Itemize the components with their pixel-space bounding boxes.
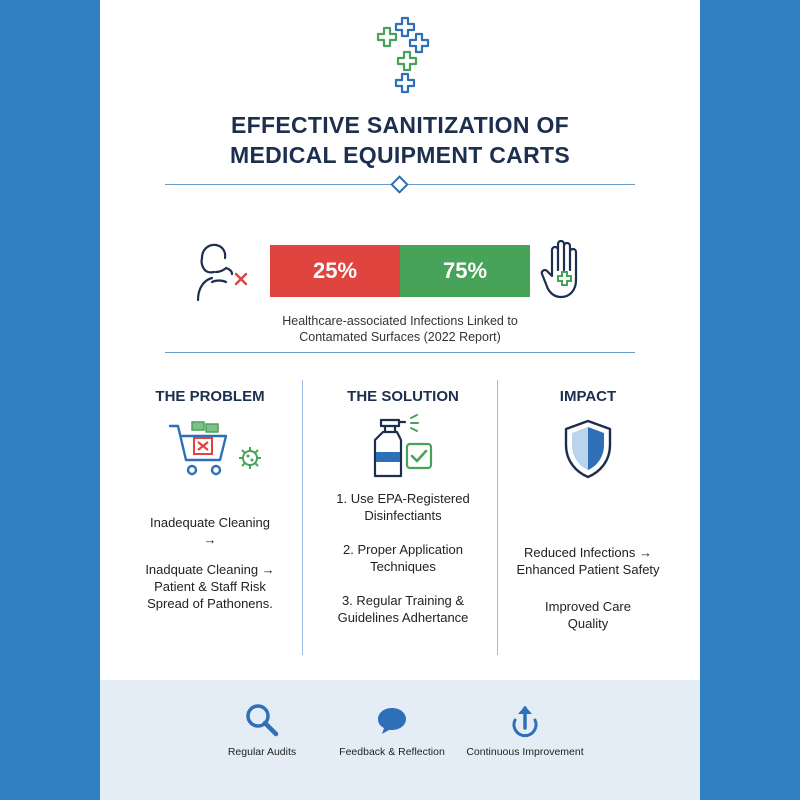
problem-text-2-line-1: Inadquate Cleaning → [145, 562, 275, 577]
impact-column: IMPACT Reduced Infections → Enhanced Pat… [488, 378, 688, 658]
solution-item-3-line-1: 3. Regular Training & [341, 593, 465, 608]
stat-right-value: 75% [442, 258, 488, 283]
problem-text-2-line-3: Spread of Pathonens. [147, 596, 273, 611]
solution-item-3-line-2: Guidelines Adhertance [337, 610, 469, 625]
stat-left-value: 25% [312, 258, 358, 283]
column-divider-1 [302, 380, 303, 655]
shopping-cart-x-icon [168, 421, 261, 476]
solution-item-1-line-1: 1. Use EPA-Registered [336, 491, 470, 506]
problem-text-1-line-2: → [203, 532, 217, 547]
solution-item-3: 3. Regular Training & Guidelines Adherta… [303, 592, 503, 626]
impact-title: IMPACT [559, 388, 617, 405]
shield-icon [564, 419, 612, 479]
footer-item-improvement: Continuous Improvement [445, 702, 605, 758]
caption-line-1: Healthcare-associated Infections Linked … [282, 314, 518, 328]
problem-column: THE PROBLEM Inadequate Cleaning → Inadqu… [110, 378, 310, 658]
infographic-page: EFFECTIVE SANITIZATION OF MEDICAL EQUIPM… [100, 0, 700, 800]
upload-arrow-icon [512, 706, 538, 738]
spray-bottle-check-icon [373, 414, 433, 478]
solution-item-1-line-2: Disinfectiants [364, 508, 442, 523]
problem-title: THE PROBLEM [155, 388, 265, 405]
title-line-1: EFFECTIVE SANITIZATION OF [230, 112, 569, 138]
footer-label-audits: Regular Audits [227, 746, 297, 758]
footer-item-audits: Regular Audits [182, 702, 342, 758]
solution-item-2-line-1: 2. Proper Application [343, 542, 463, 557]
solution-item-2-line-2: Techniques [370, 559, 436, 574]
stat-caption: Healthcare-associated Infections Linked … [250, 313, 550, 345]
problem-text-1-line-1: Inadequate Cleaning [150, 515, 270, 530]
problem-text-1: Inadequate Cleaning → [110, 514, 310, 548]
solution-column: THE SOLUTION 1. Use EPA-Registered Disin… [303, 378, 503, 658]
infection-stat-bar: 25% 75% [270, 245, 530, 297]
stat-red-segment: 25% [270, 245, 400, 297]
problem-text-2-line-2: Patient & Staff Risk [154, 579, 266, 594]
speech-bubble-icon [378, 708, 406, 734]
solution-title: THE SOLUTION [347, 388, 459, 405]
title-line-2: MEDICAL EQUIPMENT CARTS [230, 142, 570, 168]
impact-text-2: Improved Care Quality [488, 598, 688, 632]
medical-crosses-icon [376, 16, 430, 94]
problem-text-2: Inadquate Cleaning → Patient & Staff Ris… [110, 561, 310, 612]
impact-text-1: Reduced Infections → Enhanced Patient Sa… [488, 544, 688, 578]
impact-text-1-line-1: Reduced Infections → [524, 545, 652, 560]
caption-line-2: Contamated Surfaces (2022 Report) [299, 330, 501, 344]
impact-text-1-line-2: Enhanced Patient Safety [516, 562, 660, 577]
footer-label-feedback: Feedback & Reflection [339, 746, 445, 758]
footer-panel: Regular Audits Feedback & Reflection Con… [100, 680, 700, 800]
hand-plus-icon [540, 239, 578, 299]
diamond-icon [390, 175, 409, 194]
magnifier-icon [246, 704, 279, 737]
impact-text-2-line-2: Quality [567, 616, 609, 631]
section-divider [165, 352, 635, 353]
footer-item-feedback: Feedback & Reflection [312, 702, 472, 758]
impact-text-2-line-1: Improved Care [545, 599, 631, 614]
column-divider-2 [497, 380, 498, 655]
solution-item-1: 1. Use EPA-Registered Disinfectiants [303, 490, 503, 524]
footer-label-improvement: Continuous Improvement [466, 746, 584, 758]
page-title: EFFECTIVE SANITIZATION OF MEDICAL EQUIPM… [100, 110, 700, 170]
stat-green-segment: 75% [400, 245, 530, 297]
coughing-person-icon [196, 243, 248, 302]
solution-item-2: 2. Proper Application Techniques [303, 541, 503, 575]
